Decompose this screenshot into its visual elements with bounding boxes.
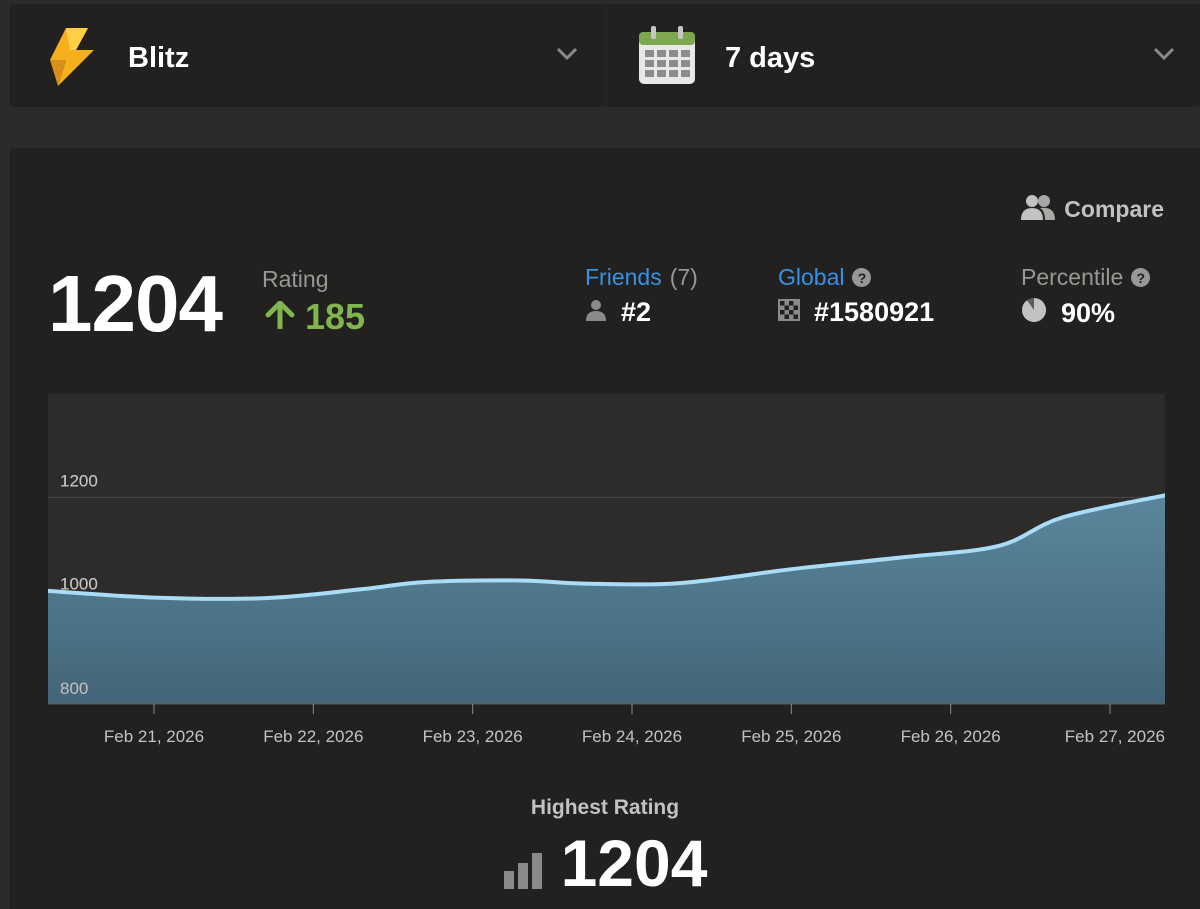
chevron-down-icon: [556, 47, 578, 66]
user-icon: [585, 297, 607, 328]
chessboard-icon: [778, 297, 800, 328]
highest-rating: Highest Rating 1204: [10, 796, 1200, 900]
percentile-stat: Percentile ? 90%: [1021, 264, 1151, 330]
highest-rating-label: Highest Rating: [530, 796, 680, 819]
rating-change: 185: [265, 296, 365, 338]
y-tick-label: 1000: [60, 575, 98, 594]
period-dropdown[interactable]: 7 days: [607, 4, 1200, 107]
bar-chart-icon: [503, 849, 543, 894]
current-rating: 1204: [48, 259, 223, 348]
percentile-label: Percentile: [1021, 264, 1124, 290]
arrow-up-icon: [265, 296, 295, 338]
highest-rating-value: 1204: [560, 826, 708, 900]
calendar-icon: [637, 24, 697, 91]
global-rank: #1580921: [814, 297, 935, 327]
game-variant-dropdown[interactable]: Blitz: [10, 4, 606, 107]
variant-label: Blitz: [128, 42, 190, 74]
friends-stat: Friends (7) #2: [585, 264, 698, 328]
friends-link[interactable]: Friends: [585, 264, 662, 290]
global-stat: Global ? #1580921: [778, 264, 934, 328]
y-tick-label: 800: [60, 679, 88, 698]
percentile-pie-icon: [1021, 297, 1047, 330]
compare-label: Compare: [1064, 196, 1164, 222]
x-tick-label: Feb 22, 2026: [263, 727, 363, 746]
x-tick-label: Feb 24, 2026: [582, 727, 682, 746]
compare-button[interactable]: Compare: [1020, 193, 1164, 226]
chevron-down-icon: [1153, 47, 1175, 66]
rating-change-value: 185: [305, 296, 366, 337]
global-link[interactable]: Global: [778, 264, 845, 290]
period-label: 7 days: [725, 42, 816, 74]
help-icon[interactable]: ?: [1131, 268, 1151, 287]
x-tick-label: Feb 27, 2026: [1065, 727, 1165, 746]
y-tick-label: 1200: [60, 471, 98, 490]
rating-area: [48, 495, 1165, 704]
users-icon: [1020, 193, 1056, 226]
y-tick-label: 1200: [60, 471, 98, 490]
rating-panel: Compare 1204 Rating 185 Friends (7) #2: [10, 148, 1200, 909]
lightning-icon: [44, 26, 96, 93]
help-icon[interactable]: ?: [852, 268, 872, 287]
x-tick-label: Feb 23, 2026: [423, 727, 523, 746]
x-tick-label: Feb 21, 2026: [104, 727, 204, 746]
y-tick-label: 1000: [60, 575, 98, 594]
x-tick-label: Feb 26, 2026: [901, 727, 1001, 746]
friends-count: (7): [669, 264, 698, 290]
percentile-value: 90%: [1061, 298, 1116, 328]
rating-line: [48, 493, 1165, 601]
rating-label: Rating: [262, 266, 329, 292]
x-tick-label: Feb 25, 2026: [741, 727, 841, 746]
friends-rank: #2: [621, 297, 652, 327]
selectors-bar: Blitz 7 days: [10, 4, 1200, 107]
